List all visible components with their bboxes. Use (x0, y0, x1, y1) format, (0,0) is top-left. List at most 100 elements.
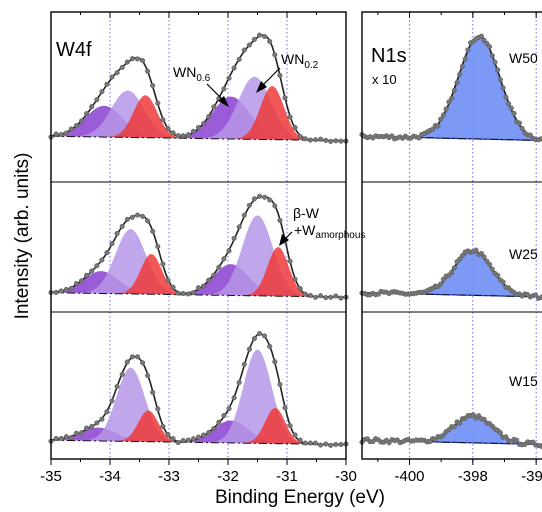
x-tick-label: -34 (99, 468, 121, 485)
component-wn02 (51, 367, 346, 445)
data-point (473, 247, 479, 253)
x-tick-label: -398 (458, 468, 488, 485)
data-point (175, 132, 181, 139)
data-point (440, 112, 446, 118)
data-point (53, 131, 59, 137)
data-point (160, 117, 166, 123)
data-point (500, 279, 506, 285)
data-point (272, 203, 278, 209)
data-point (241, 47, 247, 53)
data-point (140, 213, 146, 219)
data-point (211, 104, 217, 110)
data-point (256, 32, 263, 38)
data-point (495, 272, 501, 278)
data-point (307, 137, 313, 143)
data-point (338, 138, 344, 144)
data-point (104, 409, 110, 415)
series-w25 (48, 193, 349, 301)
data-point (292, 276, 298, 282)
data-point (170, 130, 176, 136)
data-point (185, 291, 191, 297)
data-point (459, 253, 465, 259)
data-point (104, 250, 110, 256)
data-point (241, 361, 247, 367)
n1s-plot-frame (361, 11, 542, 460)
wn06-annotation: WN0.6 (173, 64, 211, 84)
component-wn02 (51, 90, 346, 141)
data-point (89, 104, 95, 110)
data-point (292, 432, 298, 438)
data-point (267, 38, 273, 45)
data-point (481, 37, 487, 43)
data-point (333, 441, 339, 448)
data-point (451, 265, 457, 271)
data-point (497, 430, 503, 436)
data-point (155, 406, 161, 412)
data-point (84, 272, 90, 278)
data-point (216, 419, 222, 425)
data-point (99, 416, 105, 422)
data-point (438, 281, 444, 287)
component-w (51, 95, 346, 141)
n1s-tick-labels: -400 -398 -396 (377, 12, 542, 485)
betaw-annotation-base: +W (294, 222, 316, 238)
data-point (190, 128, 196, 134)
data-point (68, 435, 74, 441)
data-point (318, 442, 324, 448)
data-point (94, 97, 100, 103)
data-point (500, 85, 506, 91)
data-point (226, 406, 232, 412)
data-point (497, 77, 503, 83)
data-point (99, 257, 105, 263)
n1s-panel-label: N1s (371, 45, 407, 67)
data-point (190, 290, 196, 296)
data-point (503, 434, 509, 440)
data-point (165, 432, 171, 438)
data-point (338, 441, 344, 448)
component-wn06 (51, 264, 346, 298)
data-point (262, 33, 268, 40)
data-point (114, 383, 120, 390)
data-point (104, 81, 110, 87)
data-point (267, 343, 273, 349)
x-tick-label: -32 (217, 468, 239, 485)
data-point (119, 371, 125, 377)
data-point (236, 224, 242, 230)
data-point (386, 440, 392, 446)
data-point (195, 285, 202, 291)
data-point (73, 122, 79, 129)
data-point (272, 52, 278, 58)
data-point (312, 294, 319, 300)
data-point (236, 379, 242, 386)
data-point (68, 126, 74, 132)
data-point (487, 261, 493, 268)
n1s-panel (359, 12, 542, 459)
data-point (307, 292, 313, 298)
background-line (51, 135, 346, 142)
wn06-annotation-sub: 0.6 (196, 73, 210, 84)
data-point (175, 439, 181, 446)
data-point (170, 284, 176, 290)
series-w15 (48, 330, 349, 448)
data-point (119, 223, 125, 229)
data-point (206, 429, 212, 436)
data-point (134, 212, 141, 218)
data-point (201, 432, 207, 438)
betaw-annotation-line1: β-W (293, 205, 320, 221)
data-point (312, 137, 319, 143)
data-point (459, 63, 465, 69)
series-w50 (48, 32, 349, 144)
data-point (185, 437, 191, 443)
betaw-arrowhead (279, 234, 289, 246)
data-point (256, 330, 263, 337)
data-point (63, 286, 69, 292)
data-point (508, 105, 514, 111)
data-point (323, 441, 329, 447)
data-point (297, 134, 303, 140)
w4f-tick-labels: -35 -34 -33 -32 -31 -30 (40, 12, 357, 485)
data-point (58, 132, 64, 138)
data-point (323, 295, 329, 301)
data-point (251, 36, 257, 42)
data-point (94, 263, 100, 269)
w4f-panel-label: W4f (56, 39, 92, 61)
